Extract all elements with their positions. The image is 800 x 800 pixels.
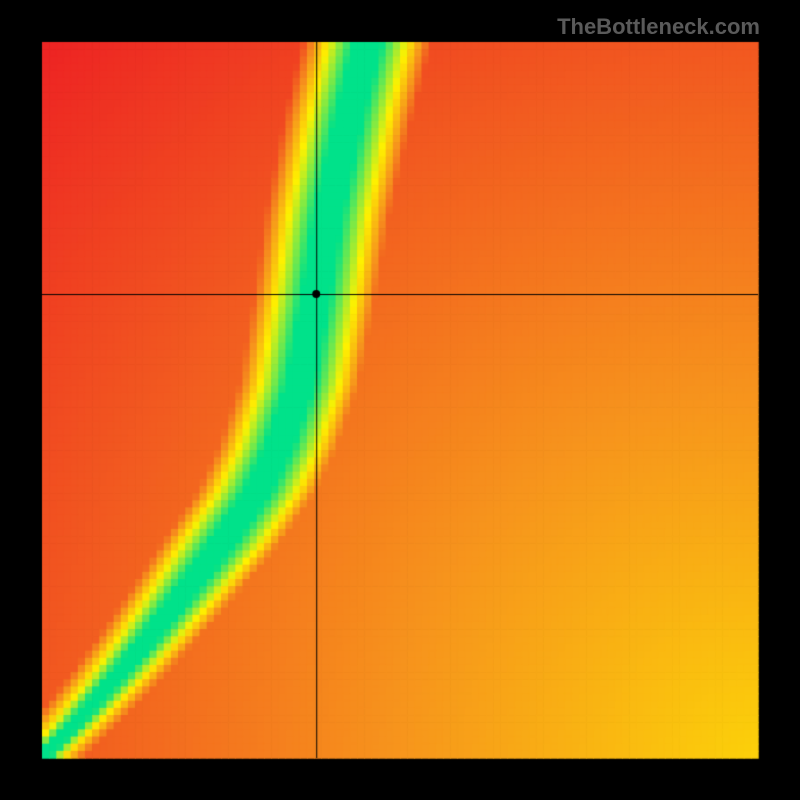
watermark: TheBottleneck.com [557, 14, 760, 40]
heatmap-canvas [0, 0, 800, 800]
chart-container: { "canvas": { "width": 800, "height": 80… [0, 0, 800, 800]
